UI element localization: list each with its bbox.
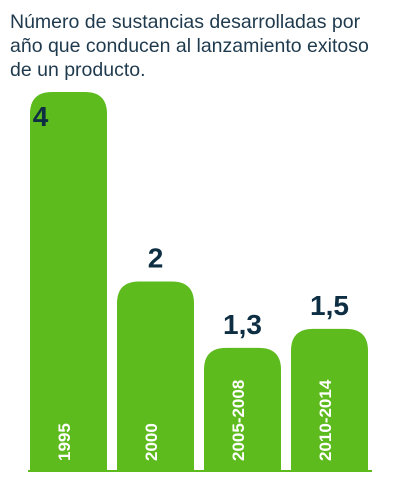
- value-label-2010-2014: 1,5: [310, 290, 349, 321]
- bar-2010-2014: [291, 328, 368, 471]
- bar-1995: [30, 92, 107, 471]
- category-label-2005-2008: 2005-2008: [229, 380, 248, 461]
- category-label-2010-2014: 2010-2014: [316, 379, 335, 461]
- category-label-2000: 2000: [142, 423, 161, 461]
- value-label-1995: 4: [33, 101, 49, 132]
- value-label-2005-2008: 1,3: [223, 309, 262, 340]
- bar-2000: [117, 281, 194, 471]
- value-label-2000: 2: [148, 243, 164, 274]
- category-label-1995: 1995: [55, 423, 74, 461]
- chart-title: Número de sustancias desarrolladas por a…: [10, 11, 369, 81]
- bar-2005-2008: [204, 347, 281, 471]
